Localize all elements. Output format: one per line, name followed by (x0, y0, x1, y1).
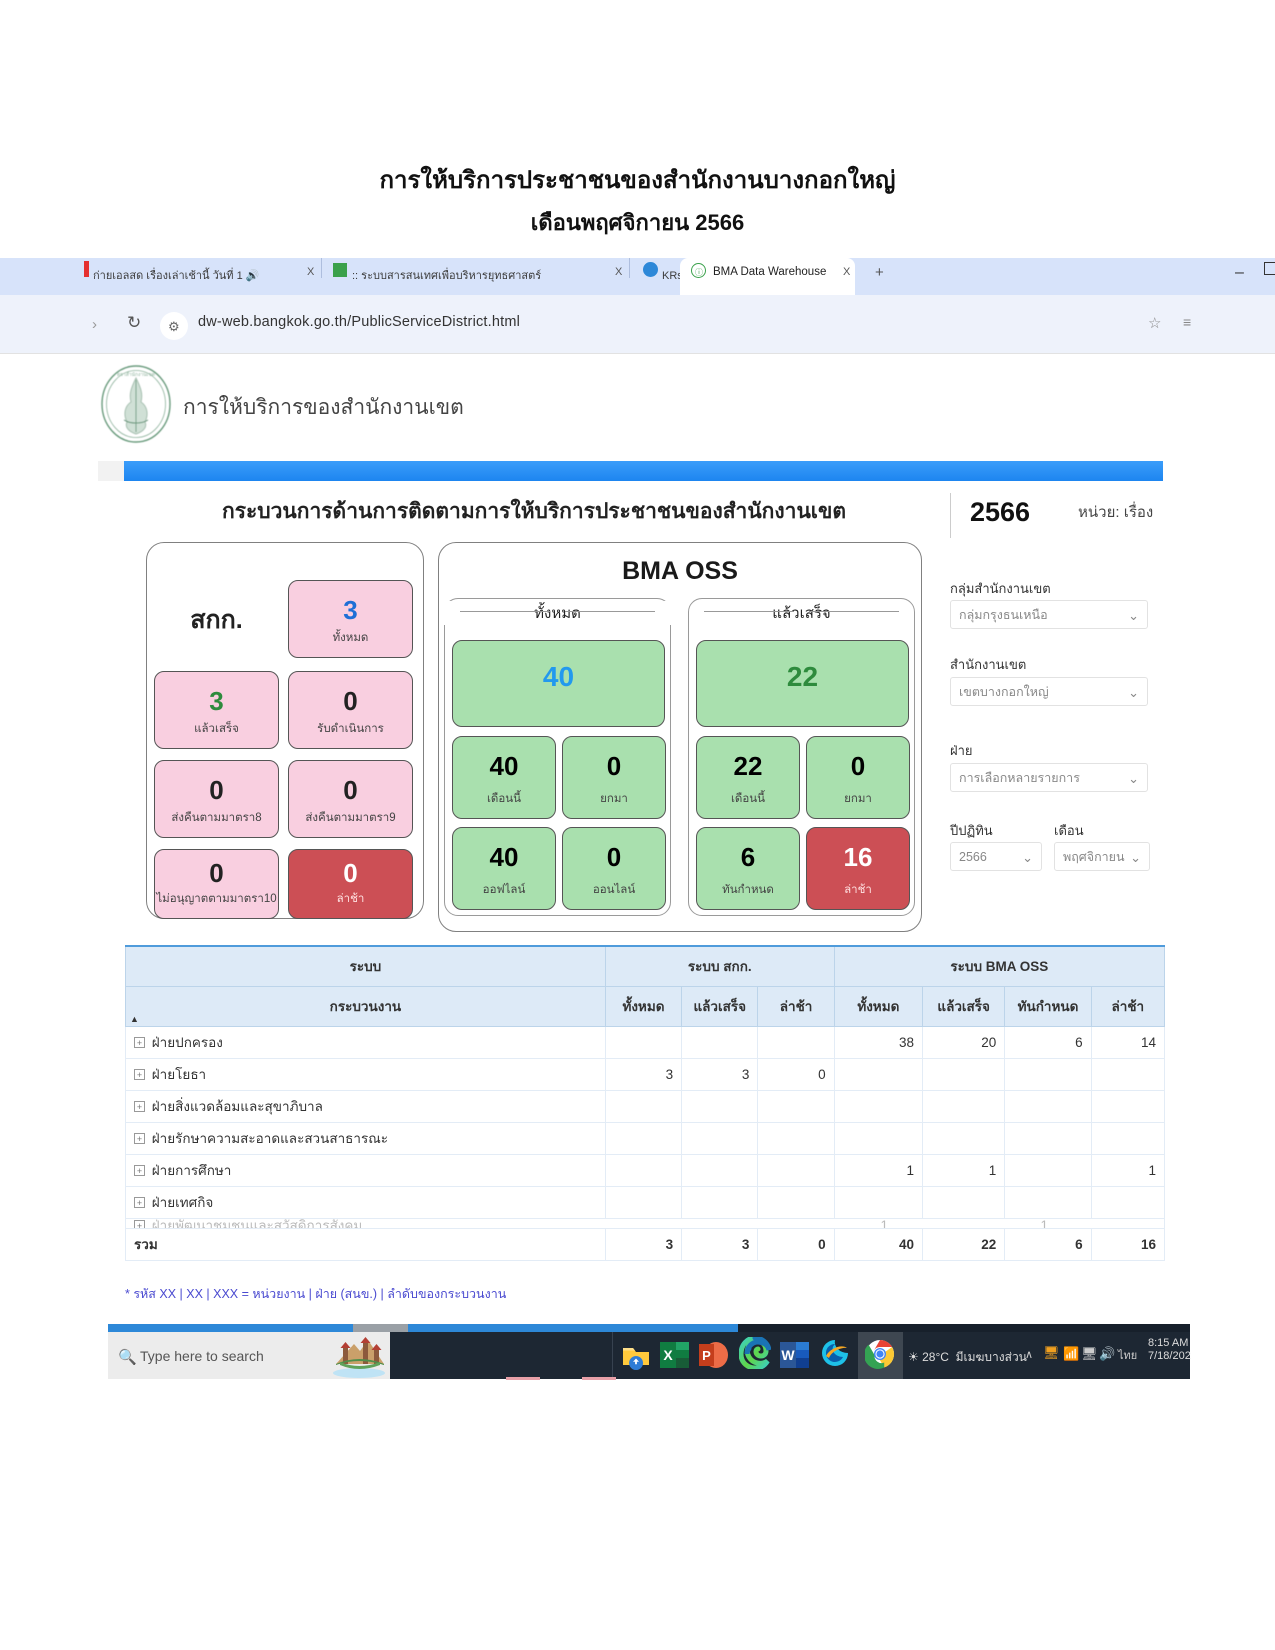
svg-text:P: P (702, 1348, 711, 1363)
svg-text:W: W (781, 1347, 795, 1363)
svg-text:X: X (663, 1347, 673, 1363)
